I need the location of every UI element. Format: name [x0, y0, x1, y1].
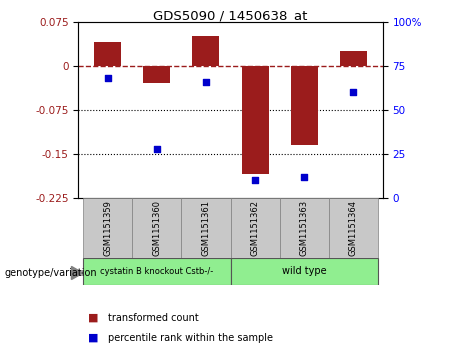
Point: [153, 146, 160, 151]
Bar: [242, 66, 269, 174]
Bar: [182, 198, 230, 258]
Text: percentile rank within the sample: percentile rank within the sample: [108, 333, 273, 343]
Bar: [193, 36, 219, 66]
Point: [202, 79, 210, 85]
Text: GSM1151362: GSM1151362: [250, 200, 260, 256]
Point: [301, 174, 308, 180]
Bar: [279, 198, 329, 258]
Point: [251, 178, 259, 183]
Bar: [329, 198, 378, 258]
Bar: [143, 66, 171, 83]
Bar: [95, 42, 121, 66]
Text: wild type: wild type: [282, 266, 326, 276]
Text: GSM1151364: GSM1151364: [349, 200, 358, 256]
Text: GDS5090 / 1450638_at: GDS5090 / 1450638_at: [154, 9, 307, 22]
Text: transformed count: transformed count: [108, 313, 199, 323]
Bar: [83, 198, 132, 258]
Text: cystatin B knockout Cstb-/-: cystatin B knockout Cstb-/-: [100, 267, 213, 276]
Bar: [340, 51, 366, 66]
Text: ■: ■: [88, 333, 98, 343]
Text: GSM1151359: GSM1151359: [103, 200, 112, 256]
Point: [349, 89, 357, 95]
Text: genotype/variation: genotype/variation: [5, 268, 97, 278]
Bar: [230, 258, 378, 285]
Bar: [83, 258, 230, 285]
Bar: [230, 198, 279, 258]
Text: GSM1151360: GSM1151360: [153, 200, 161, 256]
Text: GSM1151361: GSM1151361: [201, 200, 211, 256]
Bar: [132, 198, 182, 258]
Text: GSM1151363: GSM1151363: [300, 200, 308, 256]
Bar: [290, 66, 318, 145]
Text: ■: ■: [88, 313, 98, 323]
Point: [104, 75, 112, 81]
